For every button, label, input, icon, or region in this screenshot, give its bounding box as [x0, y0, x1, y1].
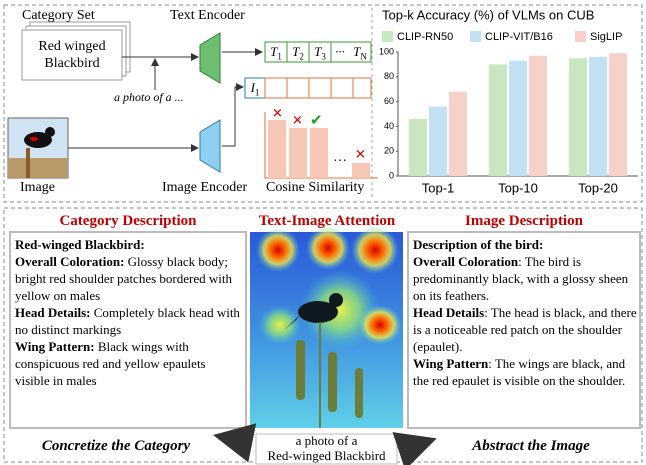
- text-token: ···: [331, 42, 349, 62]
- sim-cell: [309, 78, 331, 98]
- bar: [429, 107, 447, 176]
- x-tick-label: Top-20: [578, 180, 618, 195]
- text-token: T2: [287, 42, 309, 67]
- bird-head: [45, 127, 55, 137]
- y-tick-label: 100: [379, 46, 394, 56]
- item-head: Wing Pattern:: [15, 339, 95, 354]
- image-encoder-shape: [200, 120, 220, 172]
- cross-icon: ✕: [272, 105, 283, 120]
- token-sub: 1: [255, 88, 260, 98]
- image-ground: [8, 158, 68, 178]
- category-heading: Category Description: [10, 213, 246, 230]
- image-label: Image: [20, 180, 55, 196]
- box-title: Description of the bird:: [413, 237, 543, 252]
- category-set-title: Category Set: [22, 8, 95, 24]
- image-encoder-label: Image Encoder: [162, 180, 247, 196]
- bird-head: [329, 293, 343, 307]
- heat-spot: [258, 305, 302, 345]
- heat-spot: [306, 226, 350, 270]
- left-action: Concretize the Category: [8, 438, 224, 455]
- bar: [589, 57, 607, 176]
- sim-cell: [287, 78, 309, 98]
- card-text: Red winged Blackbird: [24, 38, 120, 72]
- text-token: T1: [265, 42, 287, 67]
- legend-label: SigLIP: [590, 31, 622, 43]
- chart: Top-k Accuracy (%) of VLMs on CUB CLIP-RN…: [379, 7, 638, 195]
- prompt: a photo of a ...: [112, 90, 186, 105]
- token-sub: N: [360, 52, 367, 62]
- token-base: ···: [335, 44, 345, 59]
- image-heading: Image Description: [408, 213, 640, 230]
- bar: [529, 56, 547, 176]
- text-encoder-shape: [200, 33, 220, 83]
- similarity-row: [265, 78, 371, 98]
- sim-cell: [265, 78, 287, 98]
- cattail: [355, 368, 363, 418]
- attention-heading: Text-Image Attention: [246, 213, 408, 230]
- bar: [569, 58, 587, 176]
- item-head: Wing Pattern: [413, 356, 488, 371]
- y-tick-label: 40: [384, 121, 394, 131]
- heat-spot: [256, 228, 300, 272]
- legend-label: CLIP-VIT/B16: [485, 31, 553, 43]
- cross-icon: ✕: [355, 146, 366, 161]
- text-encoder-label: Text Encoder: [170, 8, 245, 24]
- sim-bar: [310, 128, 328, 178]
- legend-label: CLIP-RN50: [397, 31, 453, 43]
- image-token: I1: [245, 78, 265, 103]
- bar: [449, 92, 467, 176]
- cattail: [296, 340, 305, 400]
- x-tick-label: Top-10: [498, 180, 538, 195]
- y-tick-label: 0: [389, 170, 394, 180]
- similarity-bars: ✕ ✕ ✔ ✕: [265, 105, 378, 178]
- y-tick-label: 20: [384, 146, 394, 156]
- bar: [509, 61, 527, 176]
- legend-swatch: [575, 31, 586, 42]
- token-sub: 2: [299, 52, 304, 62]
- y-tick-label: 60: [384, 96, 394, 106]
- check-icon: ✔: [310, 112, 323, 129]
- item-head: Overall Coloration:: [15, 254, 124, 269]
- cattail: [26, 148, 30, 178]
- cross-icon: ✕: [292, 112, 303, 127]
- caption-line: a photo of a: [256, 433, 397, 448]
- sim-cell: [331, 78, 353, 98]
- text-token: T3: [309, 42, 331, 67]
- token-sub: 1: [277, 52, 282, 62]
- item-head: Overall Coloration: [413, 254, 518, 269]
- heat-spot: [358, 305, 402, 345]
- bird-epaulet: [30, 137, 38, 141]
- bar: [609, 53, 627, 176]
- bar: [409, 119, 427, 176]
- chart-title: Top-k Accuracy (%) of VLMs on CUB: [382, 7, 594, 22]
- sim-cell: [353, 78, 371, 98]
- cosine-label: Cosine Similarity: [266, 180, 364, 196]
- token-sub: 3: [321, 52, 326, 62]
- legend-swatch: [470, 31, 481, 42]
- y-tick-label: 80: [384, 71, 394, 81]
- sim-bar: [268, 120, 286, 178]
- x-tick-label: Top-1: [422, 180, 455, 195]
- right-action: Abstract the Image: [436, 438, 626, 455]
- box-title: Red-winged Blackbird:: [15, 237, 145, 252]
- arrow: [222, 87, 243, 146]
- heat-spot: [351, 226, 399, 274]
- item-head: Head Details: [413, 305, 484, 320]
- attention-caption: a photo of a Red-winged Blackbird: [256, 433, 397, 463]
- legend-swatch: [382, 31, 393, 42]
- category-text: Red-winged Blackbird: Overall Coloration…: [15, 236, 243, 389]
- right-arrow: [400, 440, 432, 445]
- sim-bar: [352, 163, 370, 178]
- cattail: [328, 352, 337, 412]
- item-head: Head Details:: [15, 305, 90, 320]
- image-text: Description of the bird: Overall Colorat…: [413, 236, 637, 389]
- caption-line: Red-winged Blackbird: [256, 448, 397, 463]
- bar: [489, 64, 507, 176]
- attention-map: [250, 226, 403, 428]
- similarity-ellipsis: …: [333, 150, 347, 166]
- sim-bar: [289, 128, 307, 178]
- figure: ✕ ✕ ✔ ✕ Top-k Accuracy (%) of VLMs on CU…: [0, 0, 646, 465]
- text-token: TN: [349, 42, 371, 67]
